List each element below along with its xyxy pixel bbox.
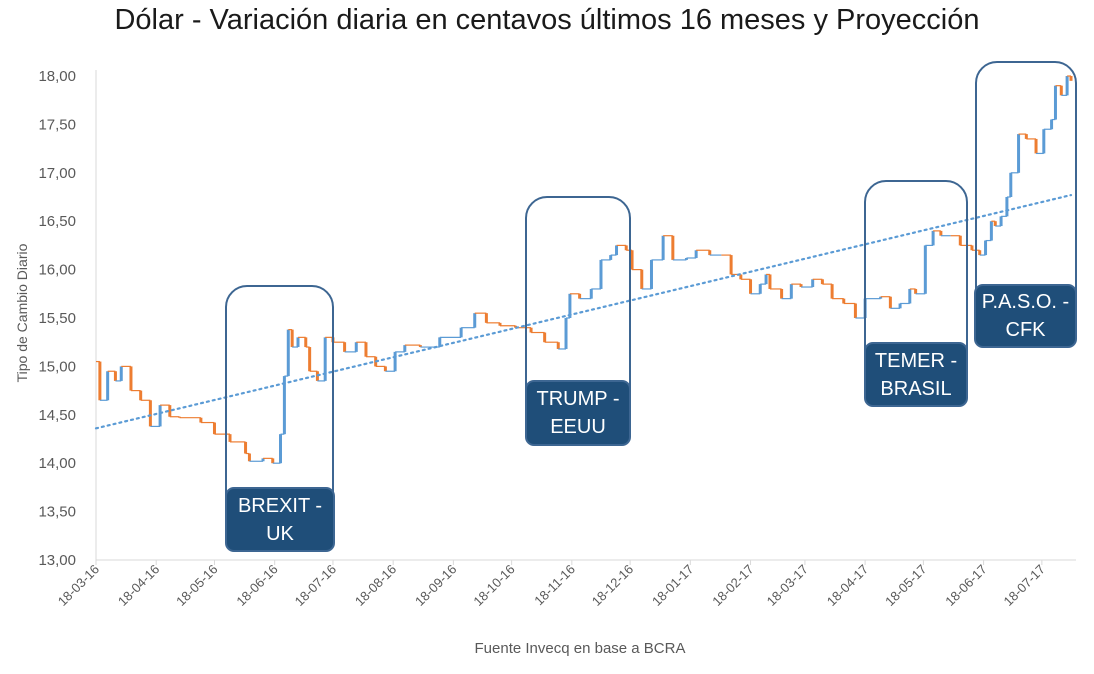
x-tick-label: 18-07-16 [292, 562, 339, 609]
y-tick-label: 15,00 [38, 358, 76, 375]
y-tick-label: 14,50 [38, 407, 76, 424]
y-tick-label: 14,00 [38, 455, 76, 472]
y-tick-label: 17,50 [38, 116, 76, 133]
annotation-label-brexit: BREXIT - UK [225, 487, 335, 552]
y-tick-label: 16,50 [38, 213, 76, 230]
y-tick-label: 13,00 [38, 552, 76, 569]
x-tick-label: 18-08-16 [352, 562, 399, 609]
x-tick-label: 18-04-17 [824, 562, 871, 609]
x-tick-label: 18-11-16 [531, 562, 578, 609]
x-tick-label: 18-06-16 [233, 562, 280, 609]
annotation-label-trump: TRUMP - EEUU [525, 380, 631, 446]
x-tick-label: 18-12-16 [589, 562, 636, 609]
trend-line [94, 193, 1073, 430]
x-axis-label: Fuente Invecq en base a BCRA [474, 640, 686, 657]
x-tick-label: 18-10-16 [470, 562, 517, 609]
x-tick-label: 18-05-17 [882, 562, 929, 609]
y-tick-label: 18,00 [38, 68, 76, 85]
x-tick-label: 18-07-17 [1001, 562, 1048, 609]
x-tick-label: 18-09-16 [412, 562, 459, 609]
y-tick-label: 16,00 [38, 262, 76, 279]
chart-title: Dólar - Variación diaria en centavos últ… [114, 4, 980, 36]
x-tick-label: 18-05-16 [173, 562, 220, 609]
y-tick-label: 15,50 [38, 310, 76, 327]
annotation-label-temer: TEMER - BRASIL [864, 342, 968, 407]
y-tick-label: 17,00 [38, 165, 76, 182]
x-tick-label: 18-06-17 [942, 562, 989, 609]
x-tick-label: 18-03-17 [764, 562, 811, 609]
x-tick-label: 18-04-16 [115, 562, 162, 609]
annotation-label-paso: P.A.S.O. - CFK [974, 284, 1077, 348]
x-tick-label: 18-01-17 [649, 562, 696, 609]
x-tick-label: 18-02-17 [709, 562, 756, 609]
y-tick-label: 13,50 [38, 504, 76, 521]
